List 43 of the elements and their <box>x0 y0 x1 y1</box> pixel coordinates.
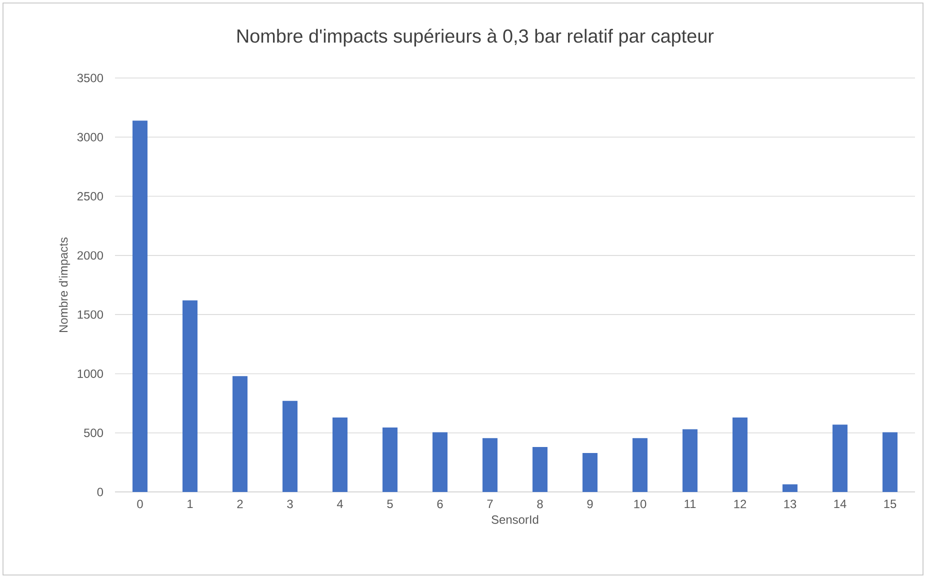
x-tick-label: 13 <box>784 500 796 508</box>
x-tick-label: 0 <box>137 500 143 508</box>
x-tick-label: 15 <box>884 500 896 508</box>
x-tick-label: 5 <box>387 500 393 508</box>
bar <box>432 432 448 492</box>
y-tick-label: 500 <box>84 428 104 438</box>
bar <box>632 438 648 492</box>
y-tick-label: 0 <box>97 488 104 496</box>
bar <box>782 484 798 492</box>
x-tick-label: 3 <box>287 500 293 508</box>
bar <box>232 376 248 492</box>
x-tick-label: 4 <box>336 500 343 508</box>
x-tick-label: 10 <box>634 500 646 508</box>
bar <box>482 438 498 492</box>
chart-title: Nombre d'impacts supérieurs à 0,3 bar relatif par capteur <box>237 28 714 46</box>
y-tick-label: 2500 <box>77 192 104 201</box>
x-tick-label: 1 <box>188 500 193 508</box>
bar <box>282 400 298 492</box>
bar <box>332 417 348 492</box>
x-tick-label: 7 <box>487 500 493 508</box>
x-axis-title: SensorId <box>492 515 538 524</box>
x-tick-label: 14 <box>834 500 846 508</box>
bar <box>532 447 548 492</box>
y-tick-label: 2000 <box>77 251 104 260</box>
bar <box>182 300 198 492</box>
y-tick-label: 1000 <box>78 369 104 378</box>
x-tick-label: 2 <box>237 500 243 508</box>
bar <box>732 417 748 492</box>
bar <box>382 428 398 492</box>
y-tick-label: 1500 <box>78 310 104 319</box>
x-tick-label: 12 <box>734 500 746 508</box>
x-tick-label: 6 <box>437 500 443 508</box>
x-tick-label: 8 <box>537 500 543 508</box>
x-tick-label: 11 <box>684 500 696 508</box>
y-tick-label: 3500 <box>77 74 104 82</box>
bar <box>682 429 698 492</box>
x-tick-label: 9 <box>587 500 593 508</box>
bar <box>582 452 598 492</box>
bar <box>882 432 898 492</box>
bar <box>832 424 848 492</box>
y-axis-title: Nombre d'impacts <box>58 237 70 332</box>
bar <box>132 120 148 492</box>
y-tick-label: 3000 <box>77 132 104 142</box>
